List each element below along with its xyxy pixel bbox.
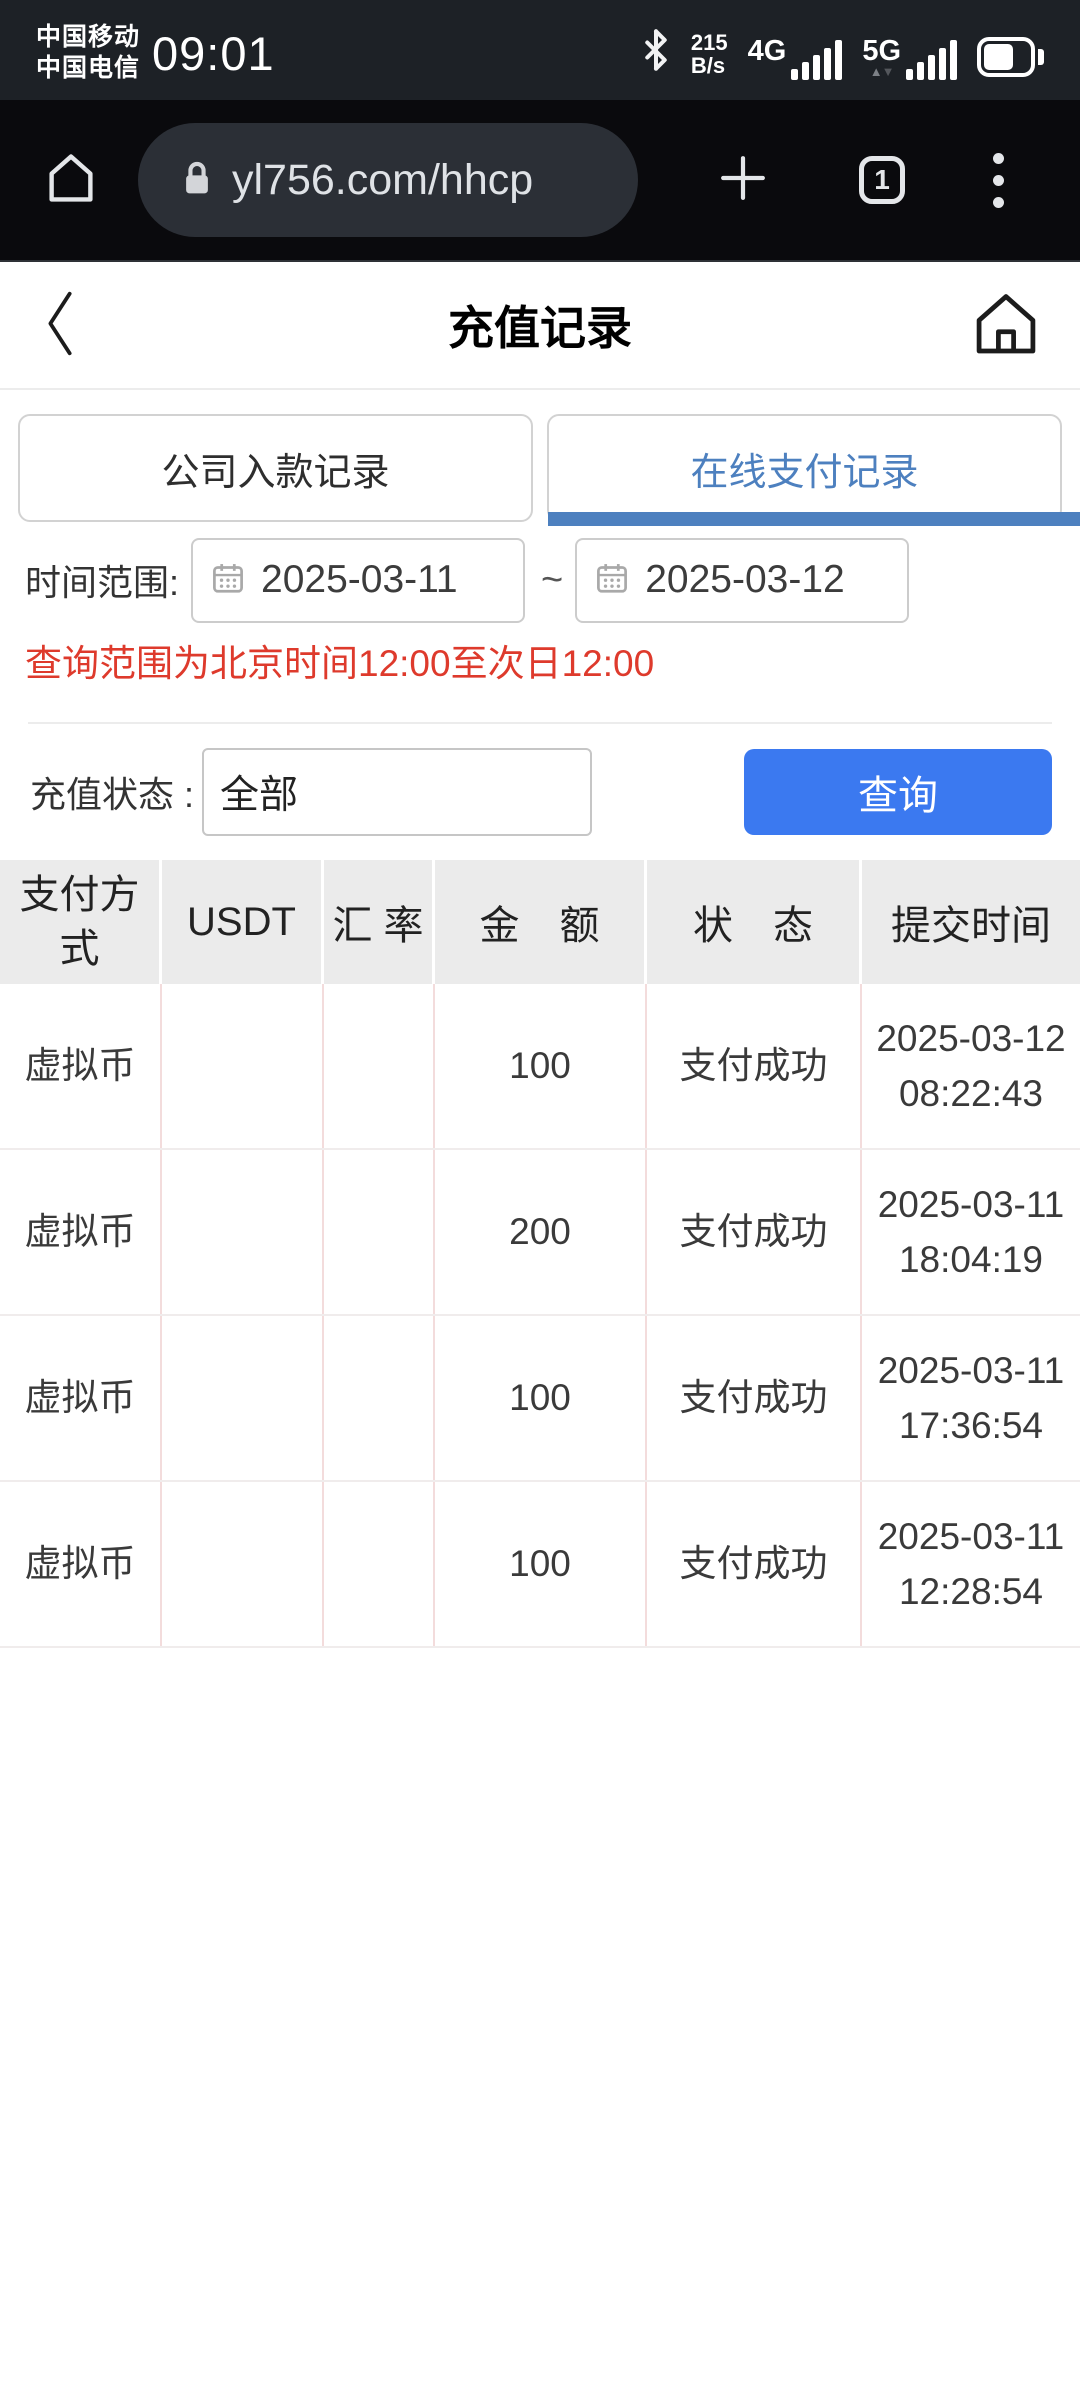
cell-time: 18:04:19	[898, 1239, 1044, 1280]
cell-status: 支付成功	[647, 984, 862, 1148]
cell-status: 支付成功	[647, 1316, 862, 1480]
status-filter-row: 充值状态 : 全部 查询	[30, 748, 1052, 836]
cell-date: 2025-03-11	[877, 1349, 1065, 1391]
cell-method: 虚拟币	[0, 1150, 162, 1314]
carrier-labels: 中国移动 中国电信	[36, 22, 140, 85]
url-text: yl756.com/hhcp	[232, 155, 534, 204]
network-speed: 215 B/s	[691, 31, 728, 77]
table-row: 虚拟币 100 支付成功 2025-03-11 17:36:54	[0, 1316, 1080, 1482]
speed-value: 215	[690, 30, 728, 56]
cell-rate	[324, 1316, 435, 1480]
cell-amount: 100	[435, 984, 647, 1148]
url-bar[interactable]: yl756.com/hhcp	[138, 123, 638, 237]
speed-unit: B/s	[690, 53, 726, 79]
header-usdt: USDT	[162, 860, 324, 984]
query-range-notice: 查询范围为北京时间12:00至次日12:00	[25, 643, 655, 684]
cell-method: 虚拟币	[0, 1482, 162, 1646]
browser-toolbar: yl756.com/hhcp 1	[0, 100, 1080, 262]
query-button[interactable]: 查询	[744, 749, 1052, 835]
cell-submit-time: 2025-03-11 18:04:19	[862, 1150, 1080, 1314]
date-from-value: 2025-03-11	[261, 558, 458, 601]
header-submit-time: 提交时间	[891, 904, 1051, 948]
date-from-input[interactable]: 2025-03-11	[191, 537, 526, 623]
browser-menu-button[interactable]	[993, 152, 1004, 208]
cell-amount: 100	[435, 1316, 647, 1480]
cell-status: 支付成功	[647, 1482, 862, 1646]
data-arrows-icon: ▲▼	[869, 63, 895, 79]
cell-date: 2025-03-11	[877, 1183, 1065, 1225]
net-4g-label: 4G	[747, 34, 787, 67]
cell-rate	[324, 1482, 435, 1646]
table-row: 虚拟币 100 支付成功 2025-03-12 08:22:43	[0, 984, 1080, 1150]
cell-submit-time: 2025-03-11 12:28:54	[862, 1482, 1080, 1646]
browser-home-button[interactable]	[40, 147, 102, 214]
calendar-icon	[595, 561, 629, 600]
records-table: 支付方式 USDT 汇 率 金 额 状 态 提交时间 虚拟币 100 支付成功 …	[0, 860, 1080, 1648]
status-select[interactable]: 全部	[202, 748, 593, 836]
header-payment-method: 支付方式	[0, 860, 162, 984]
date-to-input[interactable]: 2025-03-12	[575, 537, 910, 623]
new-tab-button[interactable]	[715, 150, 771, 211]
status-filter-label: 充值状态 :	[30, 774, 195, 815]
cell-usdt	[162, 1482, 324, 1646]
page-header: 充值记录	[0, 262, 1080, 390]
toolbar-actions: 1	[715, 150, 1004, 211]
signal-5g: 5G ▲▼	[862, 34, 957, 80]
cell-rate	[324, 984, 435, 1148]
date-separator: ~	[541, 558, 564, 601]
back-button[interactable]	[42, 289, 78, 362]
cell-usdt	[162, 984, 324, 1148]
section-divider	[28, 722, 1052, 724]
cell-method: 虚拟币	[0, 1316, 162, 1480]
lock-icon	[182, 158, 212, 203]
cell-time: 12:28:54	[898, 1571, 1044, 1612]
cell-time: 08:22:43	[898, 1073, 1044, 1114]
calendar-icon	[211, 561, 245, 600]
date-range-row: 时间范围: 2025-03-11 ~ 2025-03-12	[25, 537, 910, 623]
battery-icon	[977, 36, 1044, 77]
status-icons: 215 B/s 4G ▲▼ 5G ▲▼	[641, 27, 1044, 80]
clock: 09:01	[152, 26, 275, 80]
cell-submit-time: 2025-03-11 17:36:54	[862, 1316, 1080, 1480]
net-5g-label: 5G	[862, 34, 901, 67]
cell-date: 2025-03-12	[876, 1017, 1066, 1059]
cell-usdt	[162, 1150, 324, 1314]
cell-amount: 200	[435, 1150, 647, 1314]
date-to-value: 2025-03-12	[645, 558, 845, 601]
cell-status: 支付成功	[647, 1150, 862, 1314]
cell-amount: 100	[435, 1482, 647, 1646]
status-bar: 中国移动 中国电信 09:01 215 B/s 4G ▲▼ 5G	[0, 0, 1080, 100]
record-tabs: 公司入款记录 在线支付记录	[18, 414, 1080, 526]
header-status: 状 态	[647, 860, 862, 984]
signal-bars-4g	[791, 39, 843, 80]
signal-bars-5g	[906, 39, 957, 80]
home-icon-button[interactable]	[968, 286, 1044, 365]
header-amount: 金 额	[435, 860, 647, 984]
cell-usdt	[162, 1316, 324, 1480]
cell-time: 17:36:54	[898, 1405, 1044, 1446]
table-row: 虚拟币 100 支付成功 2025-03-11 12:28:54	[0, 1482, 1080, 1648]
table-header-row: 支付方式 USDT 汇 率 金 额 状 态 提交时间	[0, 860, 1080, 984]
signal-4g: 4G ▲▼	[747, 34, 843, 80]
cell-rate	[324, 1150, 435, 1314]
cell-date: 2025-03-11	[877, 1515, 1065, 1557]
carrier-1: 中国移动	[36, 22, 141, 51]
date-range-label: 时间范围:	[25, 562, 180, 603]
page-title: 充值记录	[448, 302, 632, 354]
active-tab-underline	[548, 512, 1080, 526]
cell-submit-time: 2025-03-12 08:22:43	[862, 984, 1080, 1148]
tab-company-deposit[interactable]: 公司入款记录	[18, 414, 533, 522]
bluetooth-icon	[641, 27, 671, 78]
tab-online-payment[interactable]: 在线支付记录	[547, 414, 1062, 522]
carrier-2: 中国电信	[36, 54, 141, 82]
cell-method: 虚拟币	[0, 984, 162, 1148]
table-row: 虚拟币 200 支付成功 2025-03-11 18:04:19	[0, 1150, 1080, 1316]
tab-switcher-button[interactable]: 1	[859, 156, 905, 204]
header-rate: 汇 率	[324, 860, 435, 984]
